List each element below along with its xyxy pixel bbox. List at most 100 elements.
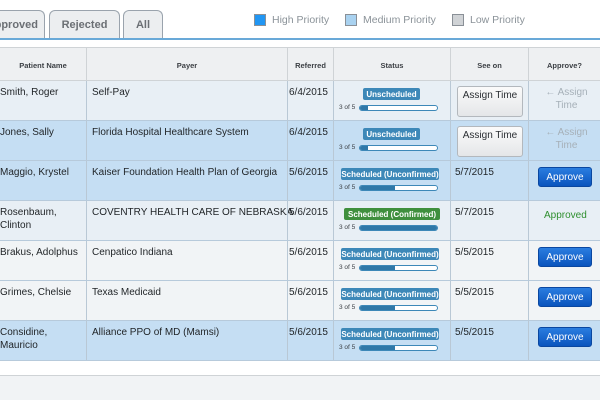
legend-medium-priority: Medium Priority bbox=[345, 13, 436, 27]
status-badge: Scheduled (Unconfirmed) bbox=[341, 288, 439, 300]
see-on-date: 5/7/2015 bbox=[455, 207, 494, 218]
approved-label: Approved bbox=[544, 210, 587, 221]
assign-time-button[interactable]: Assign Time bbox=[457, 126, 523, 157]
status-badge: Scheduled (Unconfirmed) bbox=[341, 328, 439, 340]
progress-bar bbox=[359, 265, 438, 271]
approve-cell: ← Assign Time bbox=[529, 121, 600, 161]
see-on-date: 5/5/2015 bbox=[455, 327, 494, 338]
see-on-cell: 5/5/2015 bbox=[455, 321, 527, 338]
see-on-cell: 5/7/2015 bbox=[455, 201, 527, 218]
progress-label: 3 of 5 bbox=[339, 184, 356, 191]
tab-rejected[interactable]: Rejected bbox=[49, 10, 120, 39]
legend-high-priority: High Priority bbox=[254, 13, 329, 27]
patient-name: Rosenbaum, Clinton bbox=[0, 207, 57, 231]
progress-fill bbox=[360, 226, 437, 230]
status-cell: Scheduled (Unconfirmed) 3 of 5 bbox=[334, 161, 450, 201]
referred-date: 5/6/2015 bbox=[289, 327, 328, 338]
table-footer bbox=[0, 375, 600, 400]
status-badge: Scheduled (Confirmed) bbox=[344, 208, 440, 220]
status-cell: Unscheduled 3 of 5 bbox=[334, 121, 450, 161]
legend-swatch-low bbox=[452, 14, 464, 26]
approve-button[interactable]: Approve bbox=[538, 327, 592, 347]
progress-bar bbox=[359, 305, 438, 311]
header-patient-name: Patient Name bbox=[19, 60, 67, 70]
see-on-date: 5/7/2015 bbox=[455, 167, 494, 178]
patient-name: Maggio, Krystel bbox=[0, 167, 69, 178]
progress-label: 3 of 5 bbox=[339, 104, 356, 111]
progress-bar bbox=[359, 145, 438, 151]
payer-name: COVENTRY HEALTH CARE OF NEBRASKA bbox=[92, 207, 294, 218]
see-on-date: 5/5/2015 bbox=[455, 287, 494, 298]
table-row[interactable]: Rosenbaum, Clinton COVENTRY HEALTH CARE O… bbox=[0, 201, 600, 241]
approve-cell: Approve bbox=[529, 321, 600, 361]
header-status: Status bbox=[380, 60, 404, 70]
approve-cell: Approve bbox=[529, 161, 600, 201]
progress-fill bbox=[360, 306, 395, 310]
tab-approved[interactable]: pproved bbox=[0, 10, 45, 39]
payer-name: Texas Medicaid bbox=[92, 287, 161, 298]
table-header: Patient Name Payer Referred Status See o… bbox=[0, 47, 600, 81]
patient-name: Considine, Mauricio bbox=[0, 327, 48, 351]
payer-name: Alliance PPO of MD (Mamsi) bbox=[92, 327, 220, 338]
legend-swatch-medium bbox=[345, 14, 357, 26]
table-row[interactable]: Considine, Mauricio Alliance PPO of MD (M… bbox=[0, 321, 600, 361]
status-cell: Scheduled (Unconfirmed) 3 of 5 bbox=[334, 241, 450, 281]
progress-fill bbox=[360, 146, 368, 150]
table-row[interactable]: Maggio, Krystel Kaiser Foundation Health … bbox=[0, 161, 600, 201]
progress-bar bbox=[359, 345, 438, 351]
status-cell: Scheduled (Unconfirmed) 3 of 5 bbox=[334, 321, 450, 361]
payer-name: Cenpatico Indiana bbox=[92, 247, 173, 258]
header-see-on: See on bbox=[477, 60, 502, 70]
see-on-date: 5/5/2015 bbox=[455, 247, 494, 258]
patient-name: Smith, Roger bbox=[0, 87, 59, 98]
payer-name: Kaiser Foundation Health Plan of Georgia bbox=[92, 167, 278, 178]
status-badge: Unscheduled bbox=[363, 128, 420, 140]
legend-label-medium: Medium Priority bbox=[363, 14, 436, 26]
progress-fill bbox=[360, 106, 368, 110]
approve-button[interactable]: Approve bbox=[538, 287, 592, 307]
header-approve: Approve? bbox=[546, 60, 582, 70]
progress-bar bbox=[359, 225, 438, 231]
tab-all[interactable]: All bbox=[123, 10, 163, 39]
table-row[interactable]: Grimes, Chelsie Texas Medicaid 5/6/2015 Sch… bbox=[0, 281, 600, 321]
approve-cell: Approved bbox=[529, 201, 600, 241]
see-on-cell: Assign Time bbox=[455, 121, 527, 161]
approve-cell: ← Assign Time bbox=[529, 81, 600, 121]
patient-name: Jones, Sally bbox=[0, 127, 54, 138]
table-row[interactable]: Jones, Sally Florida Hospital Healthcare … bbox=[0, 121, 600, 161]
patient-name: Brakus, Adolphus bbox=[0, 247, 78, 258]
approve-button[interactable]: Approve bbox=[538, 247, 592, 267]
progress-label: 3 of 5 bbox=[339, 264, 356, 271]
progress-bar bbox=[359, 185, 438, 191]
patient-name: Grimes, Chelsie bbox=[0, 287, 72, 298]
legend-label-high: High Priority bbox=[272, 14, 330, 26]
payer-name: Florida Hospital Healthcare System bbox=[92, 127, 249, 138]
referred-date: 5/6/2015 bbox=[289, 287, 328, 298]
see-on-cell: 5/5/2015 bbox=[455, 281, 527, 298]
payer-name: Self-Pay bbox=[92, 87, 130, 98]
assign-time-button[interactable]: Assign Time bbox=[457, 86, 523, 117]
progress-label: 3 of 5 bbox=[339, 304, 356, 311]
header-referred: Referred bbox=[295, 60, 326, 70]
progress-label: 3 of 5 bbox=[339, 144, 356, 151]
see-on-cell: Assign Time bbox=[455, 81, 527, 121]
table-row[interactable]: Brakus, Adolphus Cenpatico Indiana 5/6/201… bbox=[0, 241, 600, 281]
table-row[interactable]: Smith, Roger Self-Pay 6/4/2015 Unscheduled 3… bbox=[0, 81, 600, 121]
approve-cell: Approve bbox=[529, 241, 600, 281]
approve-button[interactable]: Approve bbox=[538, 167, 592, 187]
see-on-cell: 5/7/2015 bbox=[455, 161, 527, 178]
see-on-cell: 5/5/2015 bbox=[455, 241, 527, 258]
top-bar: pproved Rejected All High Priority Mediu… bbox=[0, 0, 600, 39]
progress-fill bbox=[360, 266, 395, 270]
progress-fill bbox=[360, 346, 395, 350]
referred-date: 6/4/2015 bbox=[289, 87, 328, 98]
referred-date: 5/6/2015 bbox=[289, 247, 328, 258]
status-badge: Unscheduled bbox=[363, 88, 420, 100]
tab-underline bbox=[0, 38, 600, 40]
table-body: Smith, Roger Self-Pay 6/4/2015 Unscheduled 3… bbox=[0, 81, 600, 361]
status-badge: Scheduled (Unconfirmed) bbox=[341, 248, 439, 260]
referred-date: 6/4/2015 bbox=[289, 127, 328, 138]
approve-cell: Approve bbox=[529, 281, 600, 321]
referred-date: 5/6/2015 bbox=[289, 207, 328, 218]
status-cell: Scheduled (Unconfirmed) 3 of 5 bbox=[334, 281, 450, 321]
